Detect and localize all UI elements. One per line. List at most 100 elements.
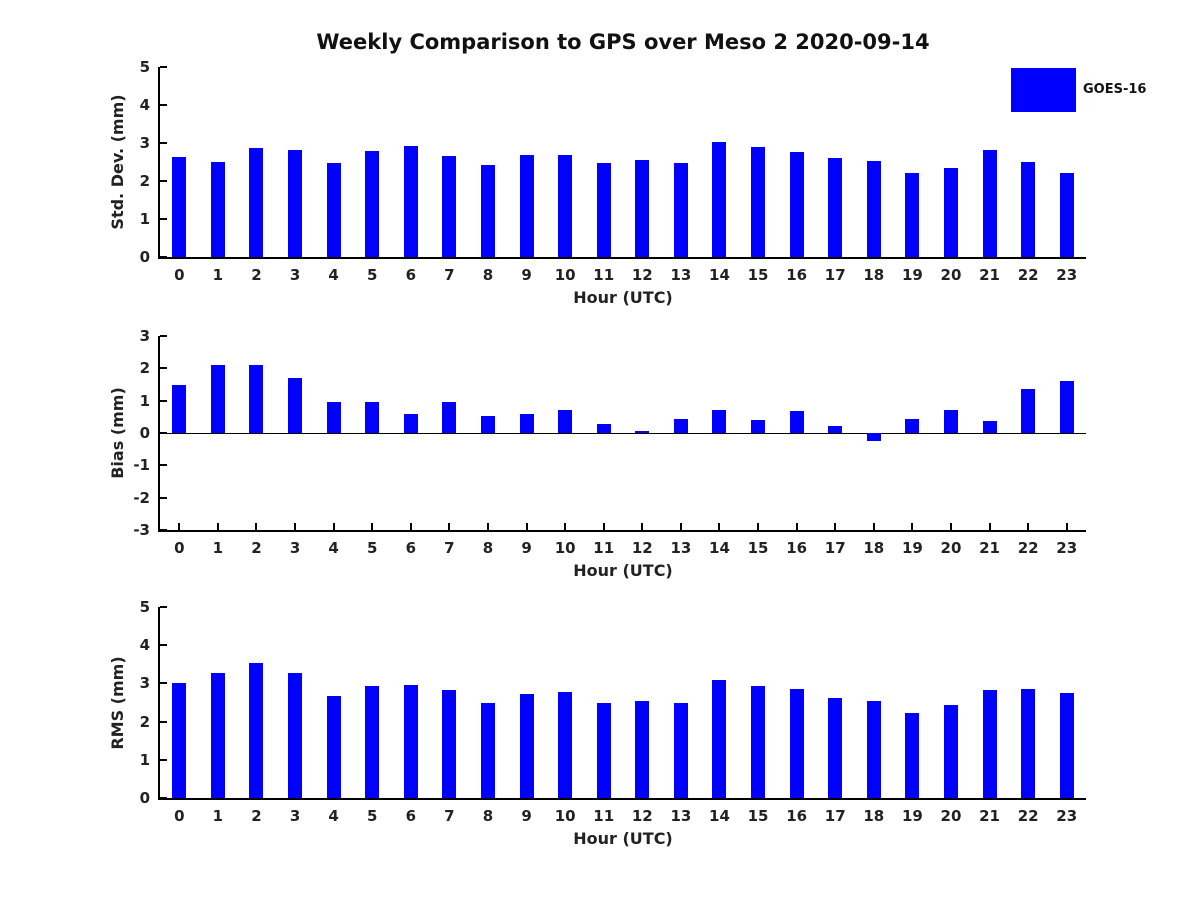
bar bbox=[519, 154, 534, 257]
x-tick-label: 22 bbox=[1017, 807, 1039, 825]
bar bbox=[442, 155, 457, 257]
bar bbox=[866, 161, 881, 257]
x-tick-label: 15 bbox=[747, 807, 769, 825]
y-tick-mark bbox=[160, 720, 167, 723]
x-tick-label: 19 bbox=[901, 539, 923, 557]
x-tick-mark bbox=[332, 523, 335, 530]
y-tick-mark bbox=[160, 256, 167, 258]
x-tick-mark bbox=[911, 523, 914, 530]
x-tick-mark bbox=[795, 523, 798, 530]
x-tick-label: 23 bbox=[1056, 539, 1078, 557]
bar bbox=[210, 162, 225, 257]
bar bbox=[751, 420, 766, 433]
x-tick-mark bbox=[679, 523, 682, 530]
bar bbox=[326, 163, 341, 257]
bar bbox=[365, 685, 380, 798]
bar bbox=[866, 700, 881, 798]
x-tick-label: 21 bbox=[979, 266, 1000, 284]
y-tick-label: 1 bbox=[139, 750, 150, 769]
y-axis-title: Std. Dev. (mm) bbox=[108, 94, 127, 230]
x-tick-label: 18 bbox=[863, 266, 885, 284]
y-axis-line bbox=[158, 336, 160, 532]
bar bbox=[673, 419, 688, 433]
bar bbox=[480, 164, 495, 257]
x-tick-label: 21 bbox=[979, 807, 1000, 825]
y-tick-mark bbox=[160, 66, 167, 68]
x-tick-label: 4 bbox=[328, 539, 339, 557]
y-tick-label: 1 bbox=[139, 391, 150, 410]
x-tick-label: 17 bbox=[824, 539, 846, 557]
y-tick-label: 3 bbox=[139, 674, 150, 693]
y-tick-mark bbox=[160, 464, 167, 467]
x-tick-label: 4 bbox=[328, 807, 339, 825]
y-axis-title: Bias (mm) bbox=[108, 387, 127, 479]
y-tick-mark bbox=[160, 644, 167, 647]
y-tick-label: 2 bbox=[139, 712, 150, 731]
x-tick-label: 15 bbox=[747, 266, 769, 284]
bar bbox=[1021, 389, 1036, 433]
y-tick-label: 3 bbox=[139, 327, 150, 345]
bar bbox=[172, 157, 187, 257]
bar bbox=[789, 689, 804, 798]
x-tick-label: 6 bbox=[405, 807, 416, 825]
bar bbox=[789, 411, 804, 433]
x-tick-label: 5 bbox=[366, 266, 378, 284]
y-tick-mark bbox=[160, 142, 167, 144]
x-tick-mark bbox=[872, 523, 875, 530]
x-axis-line bbox=[158, 257, 1086, 259]
bar bbox=[982, 690, 997, 798]
bar bbox=[326, 401, 341, 433]
bar bbox=[905, 712, 920, 798]
x-tick-label: 0 bbox=[174, 539, 185, 557]
x-tick-mark bbox=[834, 523, 837, 530]
bar bbox=[635, 430, 650, 433]
x-tick-label: 9 bbox=[521, 266, 532, 284]
bar bbox=[288, 150, 303, 257]
x-tick-label: 20 bbox=[940, 266, 962, 284]
bar bbox=[789, 152, 804, 257]
zero-line bbox=[160, 433, 1086, 434]
x-tick-mark bbox=[371, 523, 374, 530]
bar bbox=[249, 663, 264, 798]
x-tick-label: 16 bbox=[786, 539, 808, 557]
x-tick-label: 5 bbox=[366, 539, 378, 557]
bar bbox=[519, 414, 534, 433]
bar bbox=[866, 433, 881, 441]
bar bbox=[596, 702, 611, 798]
x-tick-label: 13 bbox=[670, 807, 692, 825]
bar bbox=[982, 149, 997, 257]
bar bbox=[943, 705, 958, 798]
x-tick-label: 19 bbox=[901, 266, 923, 284]
x-tick-label: 13 bbox=[670, 539, 692, 557]
x-tick-label: 1 bbox=[212, 539, 224, 557]
x-tick-label: 6 bbox=[405, 266, 416, 284]
y-tick-label: 4 bbox=[139, 636, 150, 655]
y-tick-label: 4 bbox=[139, 96, 150, 114]
y-tick-mark bbox=[160, 104, 167, 106]
bar bbox=[943, 410, 958, 433]
x-tick-label: 1 bbox=[212, 266, 224, 284]
x-tick-label: 2 bbox=[251, 807, 262, 825]
bar bbox=[326, 696, 341, 798]
x-tick-mark bbox=[949, 523, 952, 530]
x-tick-mark bbox=[448, 523, 451, 530]
bar bbox=[558, 692, 573, 798]
y-tick-mark bbox=[160, 218, 167, 220]
bar bbox=[172, 385, 187, 433]
x-tick-label: 8 bbox=[482, 266, 494, 284]
chart-title: Weekly Comparison to GPS over Meso 2 202… bbox=[316, 30, 930, 54]
bar bbox=[210, 365, 225, 433]
x-tick-mark bbox=[1027, 523, 1030, 530]
bar bbox=[1021, 689, 1036, 798]
x-tick-mark bbox=[988, 523, 991, 530]
x-tick-label: 7 bbox=[444, 539, 455, 557]
x-tick-label: 15 bbox=[747, 539, 769, 557]
y-tick-label: 5 bbox=[139, 58, 150, 76]
x-axis-title: Hour (UTC) bbox=[573, 561, 673, 580]
y-tick-mark bbox=[160, 606, 167, 608]
x-tick-label: 3 bbox=[289, 539, 301, 557]
x-tick-label: 3 bbox=[289, 266, 301, 284]
x-tick-label: 2 bbox=[251, 266, 262, 284]
x-tick-mark bbox=[486, 523, 489, 530]
y-tick-label: 2 bbox=[139, 359, 150, 378]
